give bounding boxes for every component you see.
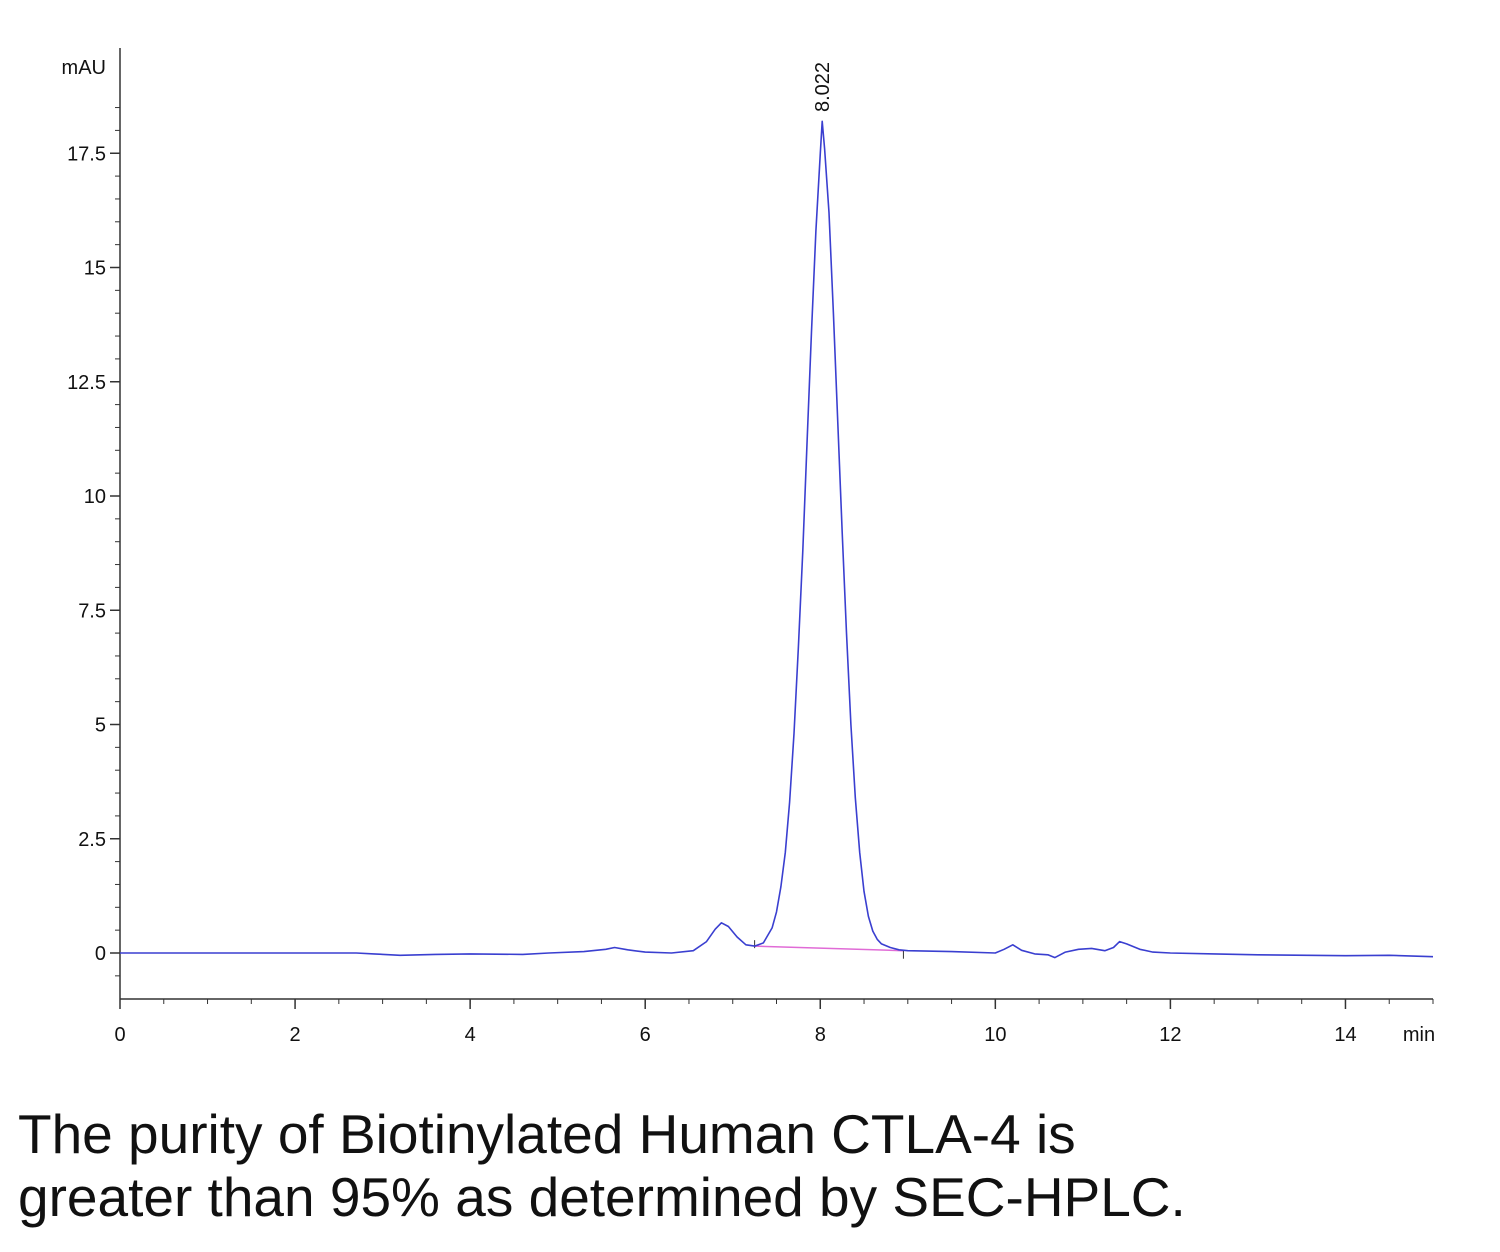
integration-baseline [754, 945, 904, 952]
x-tick-label: 10 [984, 1024, 1006, 1046]
chromatogram-svg: 0 2.5 5 7.5 10 12.5 15 17.5 mAU 0 2 4 6 8 10 12 14 min 8.0… [62, 48, 1435, 1046]
y-tick-label: 10 [84, 486, 106, 508]
chromatogram-trace [120, 120, 1434, 959]
x-tick-label: 2 [290, 1024, 301, 1046]
x-tick-label: 8 [815, 1024, 826, 1046]
x-tick-label: 6 [640, 1024, 651, 1046]
y-tick-label: 7.5 [78, 600, 106, 622]
x-tick-label: 14 [1334, 1024, 1356, 1046]
peak-retention-time-label: 8.022 [812, 62, 834, 112]
y-axis-unit-label: mAU [62, 57, 106, 79]
caption-line-1: The purity of Biotinylated Human CTLA-4 … [18, 1103, 1076, 1165]
chromatogram-chart: 0 2.5 5 7.5 10 12.5 15 17.5 mAU 0 2 4 6 8 10 12 14 min 8.0… [62, 48, 1435, 1046]
x-tick-label: 12 [1159, 1024, 1181, 1046]
chart-caption: The purity of Biotinylated Human CTLA-4 … [18, 1103, 1478, 1229]
y-tick-label: 17.5 [67, 143, 106, 165]
y-tick-label: 12.5 [67, 372, 106, 394]
y-tick-label: 2.5 [78, 829, 106, 851]
y-tick-label: 0 [95, 943, 106, 965]
caption-line-2: greater than 95% as determined by SEC-HP… [18, 1166, 1186, 1228]
x-tick-label: 0 [114, 1024, 125, 1046]
y-tick-label: 5 [95, 715, 106, 737]
y-tick-label: 15 [84, 258, 106, 280]
x-axis-unit-label: min [1403, 1024, 1435, 1046]
x-tick-label: 4 [465, 1024, 476, 1046]
